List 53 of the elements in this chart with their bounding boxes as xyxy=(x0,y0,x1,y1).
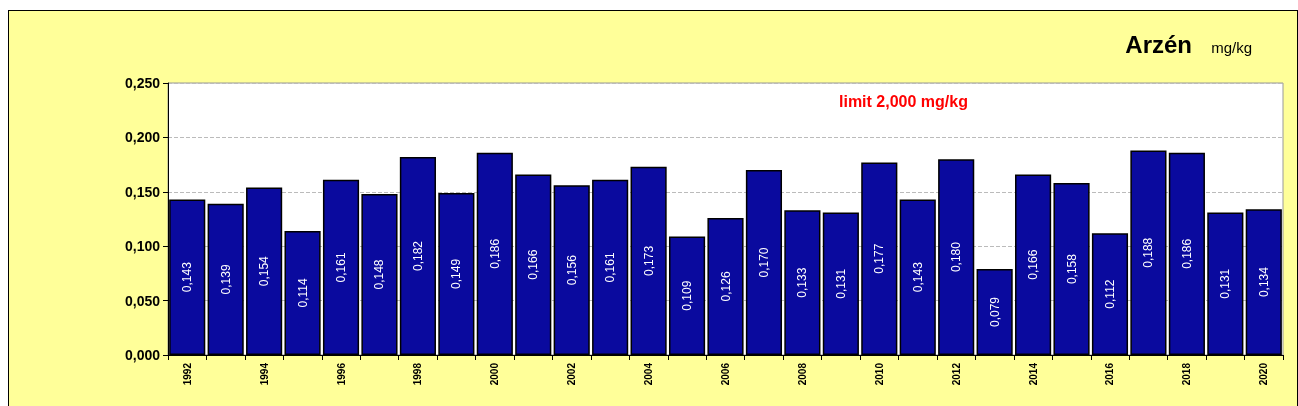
x-tick-label: 2008 xyxy=(796,362,808,386)
x-tick-label: 2002 xyxy=(566,362,578,386)
data-label: 0,173 xyxy=(641,245,656,276)
data-label: 0,166 xyxy=(1026,249,1041,280)
data-label: 0,134 xyxy=(1256,266,1271,298)
chart-title: Arzén xyxy=(1125,30,1193,58)
data-label: 0,109 xyxy=(680,280,695,311)
x-tick-label: 2018 xyxy=(1181,362,1193,386)
x-tick-label: 1992 xyxy=(181,362,193,386)
data-label: 0,114 xyxy=(295,278,310,308)
y-tick-label: 0,150 xyxy=(124,183,161,200)
x-tick-label: 2000 xyxy=(489,362,501,386)
data-label: 0,170 xyxy=(756,247,771,278)
x-tick-label: 2010 xyxy=(873,362,885,386)
data-label: 0,180 xyxy=(949,241,964,273)
data-label: 0,079 xyxy=(987,296,1002,328)
data-label: 0,149 xyxy=(449,258,464,289)
x-tick-label: 1998 xyxy=(412,362,424,386)
data-label: 0,112 xyxy=(1102,279,1117,309)
data-label: 0,186 xyxy=(1179,238,1194,269)
y-tick-label: 0,250 xyxy=(124,75,161,91)
x-tick-label: 2014 xyxy=(1027,362,1039,386)
data-label: 0,133 xyxy=(795,267,810,298)
x-tick-label: 2012 xyxy=(950,362,962,386)
y-tick-label: 0,000 xyxy=(124,347,161,363)
x-tick-label: 2004 xyxy=(643,362,655,386)
data-label: 0,131 xyxy=(1218,268,1233,299)
data-label: 0,161 xyxy=(603,252,618,283)
chart-subtitle: mg/kg xyxy=(1211,39,1253,56)
x-tick-label: 1996 xyxy=(335,362,347,386)
data-label: 0,143 xyxy=(180,261,195,293)
data-label: 0,131 xyxy=(833,268,848,299)
data-label: 0,156 xyxy=(564,254,579,286)
data-label: 0,161 xyxy=(334,252,349,283)
x-tick-label: 2020 xyxy=(1258,362,1270,386)
y-tick-label: 0,200 xyxy=(124,129,161,146)
data-label: 0,186 xyxy=(487,238,502,269)
data-label: 0,166 xyxy=(526,249,541,280)
data-label: 0,177 xyxy=(872,243,887,274)
data-label: 0,154 xyxy=(257,255,272,287)
data-label: 0,143 xyxy=(910,261,925,293)
data-label: 0,139 xyxy=(218,264,233,295)
y-tick-label: 0,100 xyxy=(124,238,161,255)
x-tick-label: 1994 xyxy=(258,362,270,386)
x-tick-label: 2006 xyxy=(720,362,731,386)
y-tick-label: 0,050 xyxy=(124,292,161,309)
data-label: 0,126 xyxy=(718,271,733,302)
data-label: 0,182 xyxy=(410,240,425,272)
data-label: 0,148 xyxy=(372,259,387,290)
data-label: 0,188 xyxy=(1141,237,1156,268)
annotation: limit 2,000 mg/kg xyxy=(839,92,968,110)
x-tick-label: 2016 xyxy=(1104,362,1116,386)
data-label: 0,158 xyxy=(1064,253,1079,285)
